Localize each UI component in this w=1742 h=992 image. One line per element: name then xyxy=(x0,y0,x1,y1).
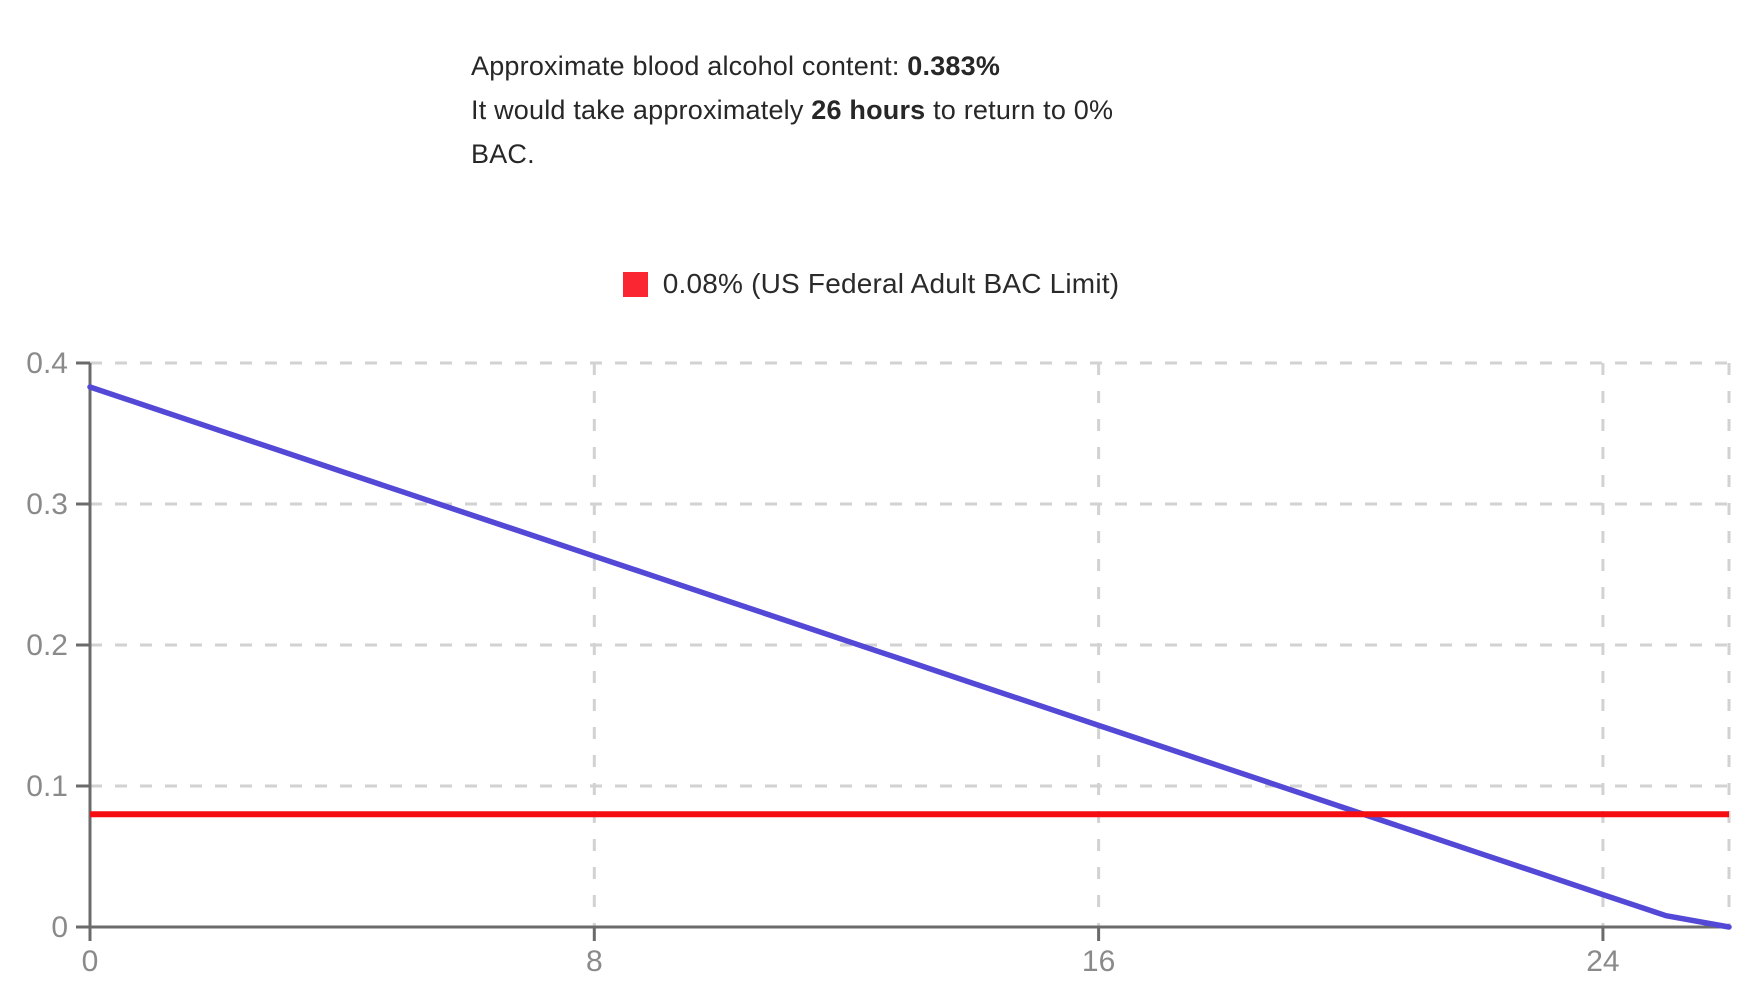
bac-line2-suffix: to return to 0% xyxy=(925,95,1114,125)
bac-summary-text: Approximate blood alcohol content: 0.383… xyxy=(471,44,1291,176)
bac-value: 0.383% xyxy=(907,51,1001,81)
x-tick-label: 8 xyxy=(586,945,603,978)
legend-swatch-red-square xyxy=(622,271,648,297)
bac-series-line xyxy=(87,384,1732,930)
y-tick-label: 0.2 xyxy=(26,629,68,662)
y-tick-label: 0.3 xyxy=(26,488,68,521)
x-tick-label: 16 xyxy=(1082,945,1115,978)
y-tick-label: 0.1 xyxy=(26,770,68,803)
chart-legend: 0.08% (US Federal Adult BAC Limit) xyxy=(0,268,1742,300)
y-tick-label: 0 xyxy=(51,911,68,944)
bac-summary-line3: BAC. xyxy=(471,139,535,169)
x-tick-label: 0 xyxy=(82,945,99,978)
bac-summary-line1: Approximate blood alcohol content: 0.383… xyxy=(471,44,1291,88)
bac-hours-value: 26 hours xyxy=(811,95,926,125)
bac-line1-text: Approximate blood alcohol content: xyxy=(471,51,908,81)
bac-line2-text: It would take approximately xyxy=(471,95,812,125)
x-tick-label: 24 xyxy=(1586,945,1619,978)
y-tick-label: 0.4 xyxy=(26,347,68,380)
legend-label: 0.08% (US Federal Adult BAC Limit) xyxy=(662,268,1120,299)
bac-summary-line2: It would take approximately 26 hours to … xyxy=(471,88,1291,132)
